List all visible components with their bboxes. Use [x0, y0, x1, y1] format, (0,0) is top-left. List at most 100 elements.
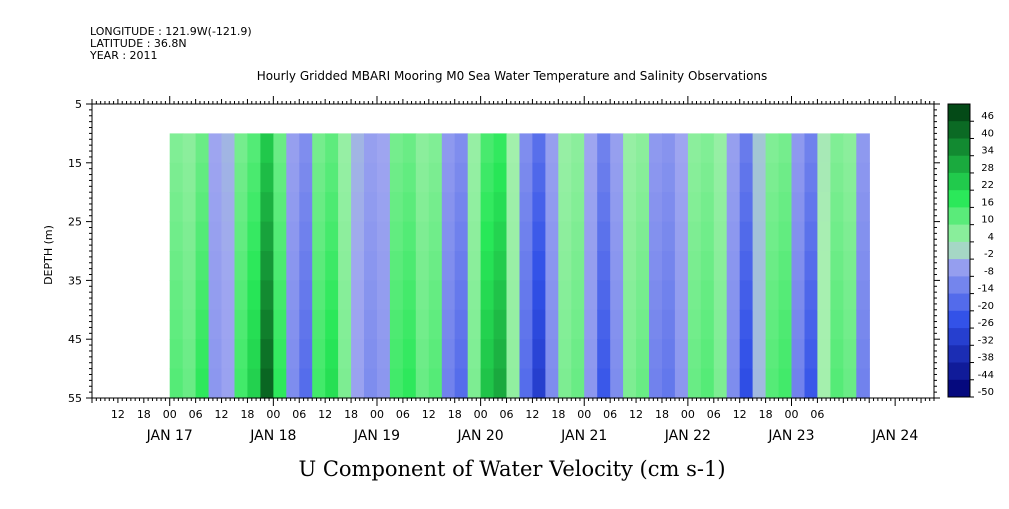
heatmap-cell: [752, 339, 767, 370]
heatmap-cell: [415, 192, 430, 223]
heatmap-cell: [558, 368, 572, 399]
heatmap-cell: [700, 162, 715, 193]
heatmap-cell: [221, 192, 236, 223]
heatmap-cell: [351, 192, 365, 223]
heatmap-cell: [286, 368, 300, 399]
heatmap-cell: [182, 192, 197, 223]
heatmap-cell: [221, 368, 236, 399]
colorbar-swatch: [948, 138, 970, 157]
heatmap-cell: [506, 162, 521, 193]
heatmap-cell: [519, 221, 534, 252]
heatmap-cell: [441, 133, 456, 164]
heatmap-cell: [623, 221, 637, 252]
heatmap-cell: [169, 192, 184, 223]
heatmap-cell: [467, 162, 482, 193]
heatmap-cell: [325, 368, 339, 399]
heatmap-cell: [558, 162, 572, 193]
heatmap-cell: [428, 162, 443, 193]
heatmap-cell: [454, 339, 469, 370]
heatmap-cell: [662, 280, 676, 311]
heatmap-cell: [493, 133, 508, 164]
heatmap-cell: [312, 133, 326, 164]
heatmap-cell: [247, 221, 261, 252]
heatmap-cell: [649, 221, 663, 252]
heatmap-cell: [843, 133, 857, 164]
heatmap-cell: [752, 280, 767, 311]
heatmap-cell: [830, 339, 844, 370]
x-tick-label: 06: [707, 408, 721, 421]
heatmap-cell: [519, 192, 534, 223]
heatmap-cell: [830, 162, 844, 193]
heatmap-cell: [273, 221, 287, 252]
heatmap-cell: [856, 368, 870, 399]
heatmap-cell: [351, 368, 365, 399]
heatmap-cell: [364, 368, 378, 399]
heatmap-cell: [221, 221, 236, 252]
colorbar-swatch: [948, 121, 970, 139]
heatmap-cell: [234, 221, 249, 252]
heatmap-cell: [584, 309, 598, 340]
heatmap-cell: [830, 368, 844, 399]
heatmap-cell: [389, 339, 404, 370]
heatmap-cell: [169, 280, 184, 311]
x-tick-label: 18: [240, 408, 254, 421]
heatmap-cell: [830, 192, 844, 223]
heatmap-cell: [377, 221, 391, 252]
heatmap-cell: [662, 309, 676, 340]
heatmap-cell: [377, 339, 391, 370]
heatmap-cell: [636, 251, 650, 281]
heatmap-cell: [389, 251, 404, 281]
heatmap-cell: [221, 339, 236, 370]
heatmap-cell: [636, 162, 650, 193]
heatmap-cell: [234, 339, 249, 370]
heatmap-cell: [312, 368, 326, 399]
heatmap-cell: [532, 251, 546, 281]
heatmap-cell: [662, 192, 676, 223]
heatmap-cell: [597, 133, 611, 164]
heatmap-cell: [700, 192, 715, 223]
x-tick-label: 18: [551, 408, 565, 421]
heatmap-cell: [480, 221, 495, 252]
heatmap-cell: [312, 309, 326, 340]
heatmap-cell: [674, 162, 689, 193]
heatmap-cell: [623, 251, 637, 281]
heatmap-cell: [454, 192, 469, 223]
heatmap-cell: [389, 309, 404, 340]
colorbar-swatch: [948, 276, 970, 295]
heatmap-cell: [752, 133, 767, 164]
heatmap-cell: [804, 192, 819, 223]
colorbar-label: 22: [981, 180, 994, 191]
colorbar-swatch: [948, 155, 970, 174]
heatmap-cell: [610, 368, 624, 399]
heatmap-cell: [454, 309, 469, 340]
heatmap-cell: [389, 162, 404, 193]
heatmap-cell: [636, 133, 650, 164]
heatmap-cell: [532, 133, 546, 164]
heatmap-cell: [765, 192, 780, 223]
colorbar: 46 40 34 28 22 16 10 4 -2 -8 -14 -20 -26 -32 -38 -44 -50: [947, 103, 994, 398]
colorbar-swatch: [948, 172, 970, 191]
y-tick-label: 45: [68, 333, 82, 346]
heatmap-cell: [195, 251, 210, 281]
heatmap-cell: [700, 280, 715, 311]
colorbar-label: -2: [984, 249, 994, 260]
heatmap-cell: [234, 192, 249, 223]
heatmap-cell: [649, 309, 663, 340]
heatmap-cell: [843, 192, 857, 223]
heatmap-cell: [312, 280, 326, 311]
heatmap-cell: [765, 368, 780, 399]
heatmap-cell: [441, 162, 456, 193]
heatmap-cell: [377, 368, 391, 399]
heatmap-cell: [480, 133, 495, 164]
heatmap-cell: [234, 368, 249, 399]
heatmap-cell: [649, 368, 663, 399]
heatmap-cell: [169, 339, 184, 370]
heatmap-cell: [739, 251, 754, 281]
heatmap-cell: [506, 192, 521, 223]
heatmap-cell: [778, 192, 793, 223]
heatmap-cell: [299, 221, 313, 252]
heatmap-cell: [765, 221, 780, 252]
heatmap-cell: [351, 162, 365, 193]
heatmap-cell: [765, 339, 780, 370]
